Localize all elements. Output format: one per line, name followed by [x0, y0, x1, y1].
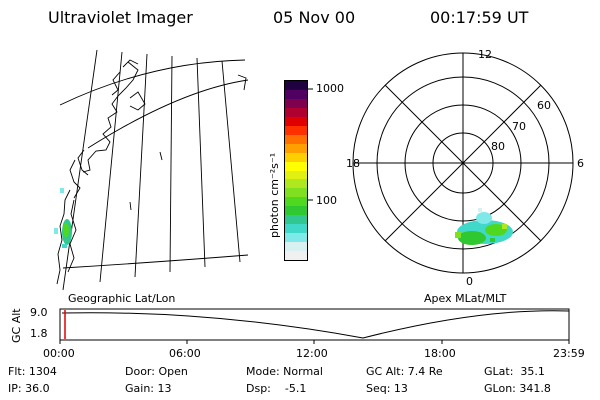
mlt-label-18: 18 — [346, 157, 360, 170]
colorbar-segment — [285, 242, 307, 252]
timeline-ytick-min: 1.8 — [30, 327, 48, 340]
mlat-label-70: 70 — [512, 120, 526, 133]
colorbar-segment — [285, 233, 307, 243]
mlt-label-6: 6 — [577, 157, 584, 170]
timeline-left-title: Geographic Lat/Lon — [68, 292, 176, 305]
colorbar — [284, 80, 308, 261]
mlt-label-0: 0 — [466, 275, 473, 288]
colorbar-unit-label: photon cm⁻²s⁻¹ — [268, 152, 281, 238]
status-door: Door: Open — [125, 365, 188, 378]
colorbar-segment — [285, 224, 307, 234]
status-glon: GLon: 341.8 — [484, 382, 551, 395]
time-label: 00:17:59 UT — [430, 8, 529, 27]
colorbar-segment — [285, 161, 307, 171]
timeline-xtick-0600: 06:00 — [169, 347, 201, 360]
instrument-title: Ultraviolet Imager — [48, 8, 193, 27]
timeline-xtick-0000: 00:00 — [43, 347, 75, 360]
polar-aurora-emission — [455, 208, 513, 245]
status-gc-alt: GC Alt: 7.4 Re — [366, 365, 443, 378]
timeline-right-title: Apex MLat/MLT — [424, 292, 507, 305]
colorbar-segment — [285, 125, 307, 135]
colorbar-segment — [285, 170, 307, 180]
colorbar-segment — [285, 98, 307, 108]
mlat-label-60: 60 — [537, 99, 551, 112]
colorbar-segment — [285, 107, 307, 117]
colorbar-segment — [285, 179, 307, 189]
date-label: 05 Nov 00 — [273, 8, 356, 27]
status-ip: IP: 36.0 — [8, 382, 50, 395]
colorbar-segment — [285, 152, 307, 162]
colorbar-segment — [285, 206, 307, 216]
timeline-xtick-2359: 23:59 — [553, 347, 585, 360]
timeline-ytick-max: 9.0 — [30, 306, 48, 319]
colorbar-segment — [285, 134, 307, 144]
status-seq: Seq: 13 — [366, 382, 408, 395]
status-flt: Flt: 1304 — [8, 365, 57, 378]
timeline-xtick-1200: 12:00 — [296, 347, 328, 360]
colorbar-segment — [285, 197, 307, 207]
timeline-xtick-1800: 18:00 — [424, 347, 456, 360]
mlt-label-12: 12 — [478, 48, 492, 61]
map-aurora-emission — [54, 188, 72, 248]
colorbar-segment — [285, 251, 307, 261]
timeline-y-label: GC Alt — [10, 308, 23, 343]
colorbar-segment — [285, 89, 307, 99]
status-gain: Gain: 13 — [125, 382, 172, 395]
status-dsp: Dsp: -5.1 — [246, 382, 307, 395]
colorbar-tick-1000: 1000 — [316, 82, 344, 95]
colorbar-segment — [285, 188, 307, 198]
colorbar-segment — [285, 81, 307, 90]
status-mode: Mode: Normal — [246, 365, 323, 378]
colorbar-segment — [285, 215, 307, 225]
status-glat: GLat: 35.1 — [484, 365, 545, 378]
mlat-label-80: 80 — [491, 140, 505, 153]
colorbar-tick-100: 100 — [316, 194, 337, 207]
colorbar-segment — [285, 143, 307, 153]
colorbar-segment — [285, 116, 307, 126]
